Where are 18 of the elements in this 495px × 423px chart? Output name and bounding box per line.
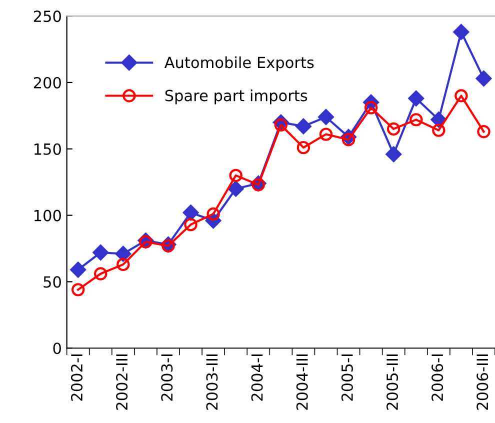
y-tick-label: 250 [34,10,61,22]
x-tick-label: 2006-I [432,354,444,401]
x-tick-label: 2004-III [296,354,308,410]
y-tick-label: 200 [34,76,61,89]
y-tick-label: 0 [53,342,61,354]
x-tick-label: 2002-III [116,354,128,410]
legend-label: Spare part imports [165,90,308,104]
x-tick-label: 2003-III [206,354,218,410]
legend-label: Automobile Exports [164,56,314,72]
y-tick-label: 50 [44,276,61,288]
x-tick-label: 2005-I [341,354,353,401]
y-tick-label: 100 [34,210,61,222]
x-tick-label: 2005-III [386,354,398,410]
x-tick-label: 2003-I [161,354,173,401]
x-tick-label: 2004-I [251,354,263,401]
x-tick-label: 2002-I [70,354,83,401]
y-tick-label: 150 [34,143,61,155]
x-tick-label: 2006-III [476,354,488,410]
